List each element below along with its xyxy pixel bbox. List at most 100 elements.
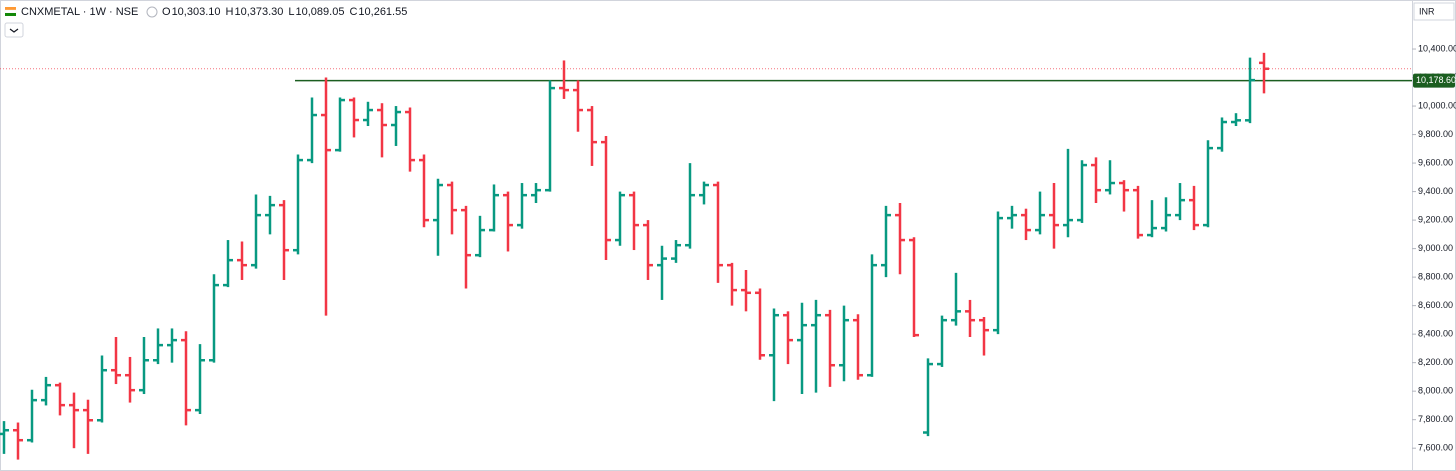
y-tick-label: 7,800.00	[1418, 414, 1453, 424]
ohlc-bar	[1063, 148, 1073, 238]
y-tick-label: 8,400.00	[1418, 329, 1453, 339]
ohlc-bar	[125, 356, 135, 403]
ohlc-bar	[83, 399, 93, 454]
ohlc-bar	[811, 299, 821, 393]
ohlc-bar	[307, 97, 317, 164]
ohlc-bar	[419, 154, 429, 228]
ohlc-bar	[503, 191, 513, 252]
ohlc-key: L	[288, 6, 294, 18]
ohlc-bar	[209, 274, 219, 363]
ohlc-bar	[153, 328, 163, 365]
ohlc-bar	[447, 181, 457, 235]
ohlc-bar	[1021, 208, 1031, 241]
ohlc-bar	[615, 191, 625, 246]
ohlc-bar	[111, 336, 121, 385]
ohlc-bar	[321, 77, 331, 316]
ohlc-bar	[1049, 183, 1059, 249]
ohlc-bar	[1007, 205, 1017, 229]
ohlc-bar	[391, 106, 401, 146]
ohlc-key: C	[349, 6, 357, 18]
ohlc-bar	[839, 305, 849, 382]
ohlc-bar	[293, 154, 303, 255]
ohlc-bar	[139, 336, 149, 395]
ohlc-bar	[587, 106, 597, 166]
y-tick-label: 9,200.00	[1418, 214, 1453, 224]
ohlc-bar	[279, 200, 289, 280]
status-icon	[146, 6, 158, 18]
ohlc-bar	[1119, 180, 1129, 212]
ohlc-bar	[727, 262, 737, 306]
ohlc-bar	[265, 195, 275, 235]
currency-label: INR	[1419, 6, 1435, 16]
ohlc-bar	[657, 245, 667, 300]
ohlc-bar	[1161, 197, 1171, 232]
ohlc-bar	[489, 184, 499, 232]
ohlc-bar	[741, 269, 751, 312]
ohlc-bar	[1147, 200, 1157, 238]
ohlc-bar	[13, 422, 23, 460]
y-tick-label: 8,600.00	[1418, 300, 1453, 310]
ohlc-bar	[251, 194, 261, 269]
ohlc-bar	[909, 237, 919, 337]
ohlc-bar	[97, 355, 107, 423]
ohlc-bar	[671, 240, 681, 263]
ohlc-bar	[517, 183, 527, 229]
ohlc-bar	[167, 328, 177, 363]
ohlc-bar	[1189, 185, 1199, 231]
ohlc-value: 10,303.10	[172, 6, 221, 18]
y-tick-label: 9,400.00	[1418, 186, 1453, 196]
level-label-box	[1413, 73, 1455, 88]
ohlc-value: 10,089.05	[296, 6, 345, 18]
y-tick-label: 10,400.00	[1418, 43, 1456, 53]
ohlc-bar	[237, 241, 247, 280]
ohlc-bar	[951, 272, 961, 326]
ohlc-bar	[881, 205, 891, 278]
ohlc-bar	[783, 311, 793, 365]
ohlc-value: 10,373.30	[234, 6, 283, 18]
ohlc-bar	[1231, 113, 1241, 127]
ohlc-bar	[1133, 185, 1143, 239]
y-tick-label: 8,000.00	[1418, 386, 1453, 396]
ohlc-bar	[195, 344, 205, 414]
ohlc-bar	[545, 80, 555, 192]
y-tick-label: 10,000.00	[1418, 100, 1456, 110]
ohlc-legend: O 10,303.10 H 10,373.30 L 10,089.05 C 10,261.55	[162, 6, 407, 18]
ohlc-bar	[769, 308, 779, 402]
symbol-flag	[4, 7, 17, 16]
ohlc-bar	[461, 205, 471, 289]
collapse-button[interactable]	[4, 22, 24, 38]
ohlc-bar	[1259, 52, 1269, 94]
ohlc-bar	[685, 163, 695, 249]
ohlc-bar	[979, 317, 989, 356]
ohlc-bar	[1035, 191, 1045, 235]
ohlc-bar	[405, 107, 415, 172]
currency-box[interactable]	[1413, 2, 1455, 21]
ohlc-bar	[1077, 160, 1087, 223]
symbol-title: CNXMETAL · 1W · NSE	[21, 6, 138, 18]
y-tick-label: 9,800.00	[1418, 129, 1453, 139]
ohlc-bar	[349, 97, 359, 138]
ohlc-bar	[55, 382, 65, 416]
ohlc-bar	[0, 421, 9, 454]
ohlc-bar	[797, 302, 807, 395]
ohlc-bar	[699, 181, 709, 205]
ohlc-bar	[993, 211, 1003, 335]
y-tick-label: 9,000.00	[1418, 243, 1453, 253]
ohlc-bar	[181, 331, 191, 426]
ohlc-bar	[69, 392, 79, 449]
chevron	[9, 28, 19, 33]
ohlc-bar	[1203, 140, 1213, 228]
y-tick-label: 8,200.00	[1418, 357, 1453, 367]
ohlc-value: 10,261.55	[358, 6, 407, 18]
ohlc-bar	[629, 191, 639, 251]
ohlc-key: O	[162, 6, 171, 18]
ohlc-bar	[923, 358, 933, 437]
ohlc-bar	[475, 215, 485, 258]
y-tick-label: 9,600.00	[1418, 157, 1453, 167]
ohlc-bar	[853, 314, 863, 380]
ohlc-bar	[895, 202, 905, 275]
ohlc-bar	[965, 299, 975, 337]
